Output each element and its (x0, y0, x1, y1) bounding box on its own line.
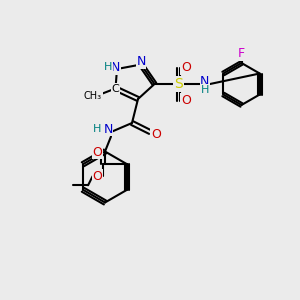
Text: H: H (93, 124, 102, 134)
Text: O: O (93, 170, 103, 183)
Text: H: H (201, 85, 209, 95)
Text: S: S (174, 77, 183, 91)
Text: N: N (200, 75, 210, 88)
Text: C: C (112, 83, 119, 94)
Text: N: N (111, 61, 120, 74)
Text: O: O (93, 146, 103, 159)
Text: O: O (181, 94, 191, 107)
Text: N: N (136, 55, 146, 68)
Text: H: H (104, 62, 112, 73)
Text: O: O (151, 128, 161, 142)
Text: N: N (103, 122, 113, 136)
Text: O: O (181, 61, 191, 74)
Text: CH₃: CH₃ (84, 91, 102, 101)
Text: F: F (238, 47, 245, 61)
